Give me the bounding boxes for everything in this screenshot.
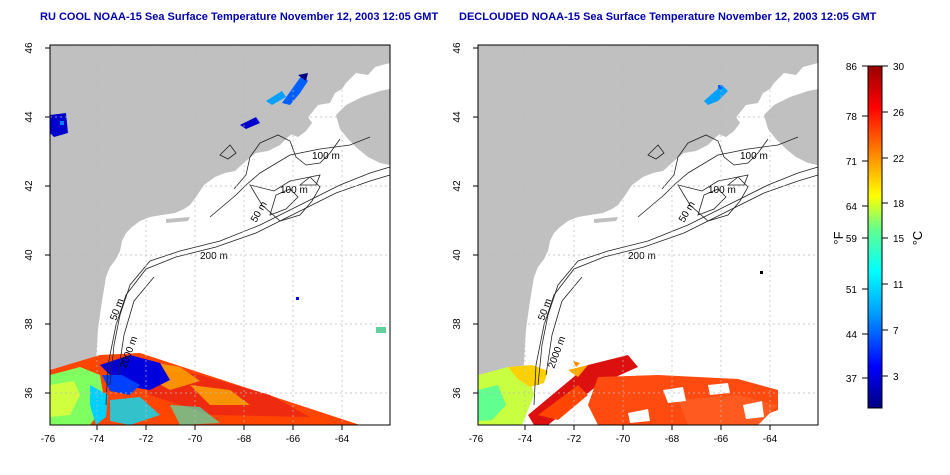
fahrenheit-ticks: 86 78 71 64 59 51 44 37 (846, 62, 858, 385)
svg-text:44: 44 (452, 111, 463, 123)
svg-text:7: 7 (893, 326, 899, 337)
graticule (478, 45, 818, 425)
svg-text:200 m: 200 m (200, 251, 228, 262)
svg-text:46: 46 (452, 42, 463, 54)
svg-text:-66: -66 (286, 434, 301, 445)
svg-text:100 m: 100 m (312, 151, 340, 162)
colorbar-gradient (867, 65, 883, 409)
svg-text:18: 18 (893, 199, 905, 210)
svg-text:100 m: 100 m (708, 185, 736, 196)
svg-text:42: 42 (24, 180, 35, 192)
svg-text:38: 38 (24, 318, 35, 330)
svg-text:-72: -72 (139, 434, 154, 445)
svg-text:46: 46 (24, 42, 35, 54)
svg-text:-68: -68 (665, 434, 680, 445)
svg-text:78: 78 (846, 112, 858, 123)
svg-text:42: 42 (452, 180, 463, 192)
svg-text:-74: -74 (518, 434, 533, 445)
axis-ticks (45, 47, 343, 430)
celsius-ticks: 30 26 22 18 15 11 7 3 (893, 62, 905, 383)
svg-text:200 m: 200 m (628, 251, 656, 262)
fahrenheit-label: °F (831, 231, 846, 244)
svg-text:40: 40 (452, 249, 463, 261)
svg-text:3: 3 (893, 372, 899, 383)
svg-text:30: 30 (893, 62, 905, 73)
svg-text:64: 64 (846, 202, 858, 213)
colorbar: 86 78 71 64 59 51 44 37 30 26 22 18 15 1… (831, 62, 925, 409)
svg-text:-68: -68 (237, 434, 252, 445)
svg-text:40: 40 (24, 249, 35, 261)
svg-text:59: 59 (846, 234, 858, 245)
svg-text:-70: -70 (188, 434, 203, 445)
svg-text:-76: -76 (41, 434, 56, 445)
left-map: 100 m 100 m 50 m 200 m 50 m 2000 m (24, 42, 391, 445)
svg-text:71: 71 (846, 157, 858, 168)
svg-text:22: 22 (893, 154, 905, 165)
right-map-title: DECLOUDED NOAA-15 Sea Surface Temperatur… (459, 11, 877, 23)
svg-text:36: 36 (24, 387, 35, 399)
svg-text:-76: -76 (469, 434, 484, 445)
svg-text:100 m: 100 m (280, 185, 308, 196)
sst-swath (50, 353, 360, 425)
celsius-label: °C (910, 231, 925, 246)
right-map: 100 m 100 m 50 m 200 m 50 m 2000 m (452, 42, 819, 445)
graticule (50, 45, 390, 425)
cloud-pixels (50, 73, 386, 333)
svg-text:36: 36 (452, 387, 463, 399)
svg-text:37: 37 (846, 374, 858, 385)
svg-text:86: 86 (846, 62, 858, 73)
svg-text:100 m: 100 m (740, 151, 768, 162)
sst-swath (478, 85, 798, 425)
left-map-title: RU COOL NOAA-15 Sea Surface Temperature … (40, 11, 439, 23)
svg-text:15: 15 (893, 234, 905, 245)
svg-text:-74: -74 (90, 434, 105, 445)
y-tick-labels: 46 44 42 40 38 36 (452, 42, 463, 399)
svg-text:44: 44 (846, 330, 858, 341)
svg-text:-66: -66 (714, 434, 729, 445)
svg-text:38: 38 (452, 318, 463, 330)
axis-ticks (473, 47, 771, 430)
svg-text:26: 26 (893, 108, 905, 119)
map-frame (49, 44, 391, 426)
svg-text:44: 44 (24, 111, 35, 123)
svg-text:11: 11 (893, 280, 904, 291)
y-tick-labels: 46 44 42 40 38 36 (24, 42, 35, 399)
x-tick-labels: -76 -74 -72 -70 -68 -66 -64 (469, 434, 778, 445)
svg-text:-70: -70 (616, 434, 631, 445)
svg-text:51: 51 (846, 285, 858, 296)
svg-text:-64: -64 (763, 434, 778, 445)
map-frame (477, 44, 819, 426)
x-tick-labels: -76 -74 -72 -70 -68 -66 -64 (41, 434, 350, 445)
svg-text:-72: -72 (567, 434, 582, 445)
svg-text:-64: -64 (335, 434, 350, 445)
